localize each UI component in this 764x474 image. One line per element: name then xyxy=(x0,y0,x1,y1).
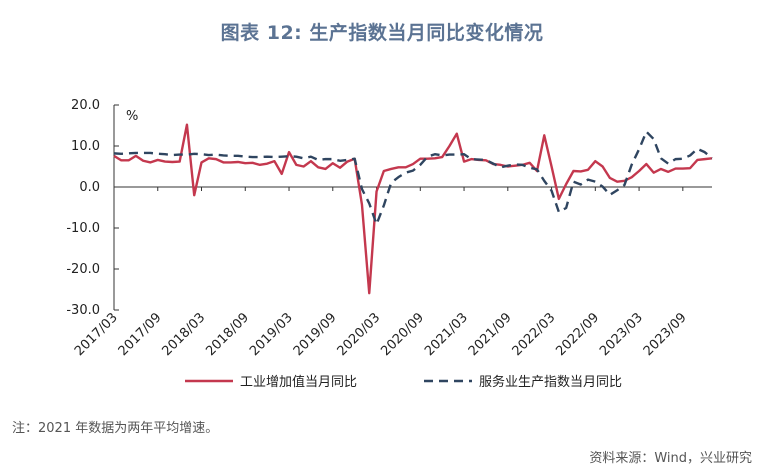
x-tick-label: 2022/09 xyxy=(553,310,602,359)
x-tick-label: 2021/03 xyxy=(422,310,471,359)
legend-label: 工业增加值当月同比 xyxy=(240,374,357,390)
x-tick-label: 2019/09 xyxy=(291,310,340,359)
chart-title: 图表 12: 生产指数当月同比变化情况 xyxy=(220,22,544,44)
x-tick-label: 2017/09 xyxy=(116,310,165,359)
x-tick-label: 2018/03 xyxy=(160,310,209,359)
footnote: 注：2021 年数据为两年平均增速。 xyxy=(12,421,219,436)
x-tick-label: 2021/09 xyxy=(466,310,515,359)
y-tick-label: -20.0 xyxy=(66,262,100,277)
legend-label: 服务业生产指数当月同比 xyxy=(479,374,622,390)
x-tick-label: 2023/03 xyxy=(597,310,646,359)
x-tick-label: 2019/03 xyxy=(247,310,296,359)
legend: 工业增加值当月同比 服务业生产指数当月同比 xyxy=(185,374,622,390)
y-tick-label: 20.0 xyxy=(71,98,100,113)
legend-item-industrial: 工业增加值当月同比 xyxy=(185,374,357,390)
series-line-industrial xyxy=(113,123,713,295)
y-tick-label: 10.0 xyxy=(71,139,100,154)
x-tick-label: 2020/09 xyxy=(378,310,427,359)
source-note: 资料来源：Wind，兴业研究 xyxy=(589,451,752,466)
unit-label: % xyxy=(126,109,138,124)
y-tick-label: -10.0 xyxy=(66,221,100,236)
x-tick-label: 2020/03 xyxy=(335,310,384,359)
series-line-services xyxy=(113,130,713,226)
series-layer xyxy=(113,123,713,295)
x-tick-label: 2018/09 xyxy=(203,310,252,359)
y-tick-label: 0.0 xyxy=(79,180,100,195)
y-tick-label: -30.0 xyxy=(66,303,100,318)
x-tick-label: 2022/03 xyxy=(510,310,559,359)
legend-item-services: 服务业生产指数当月同比 xyxy=(424,374,622,390)
axes: 20.010.00.0-10.0-20.0-30.0%2017/032017/0… xyxy=(66,98,712,359)
x-tick-label: 2023/09 xyxy=(641,310,690,359)
